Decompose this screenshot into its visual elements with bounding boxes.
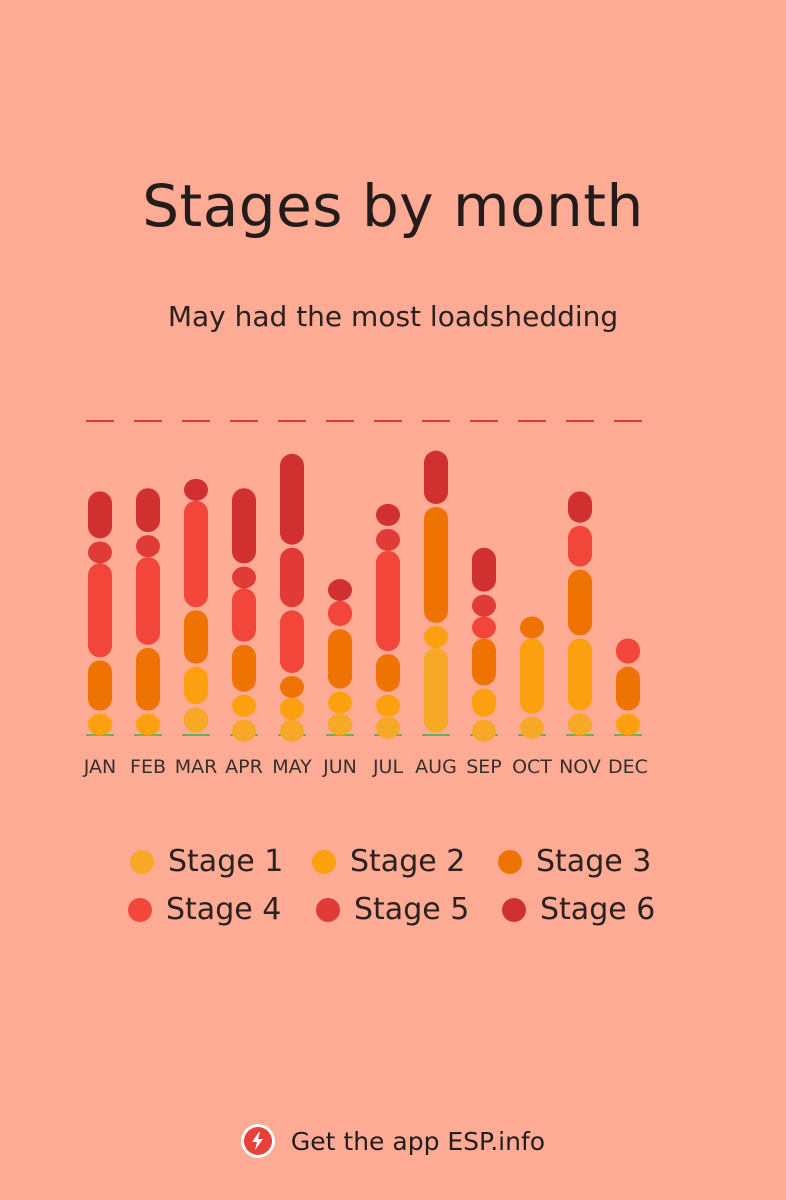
bar-jul-stage-4 (376, 550, 400, 652)
legend-dot-icon (498, 849, 522, 874)
bar-may-stage-6 (280, 453, 304, 545)
bar-nov-stage-4 (568, 525, 592, 567)
bar-feb-stage-6 (136, 488, 160, 533)
month-label-aug: AUG (415, 756, 457, 778)
bar-jun-stage-6 (328, 579, 352, 601)
bar-mar-stage-2 (184, 666, 208, 705)
legend-dot-icon (312, 849, 336, 874)
legend-label: Stage 5 (354, 892, 470, 927)
month-label-jun: JUN (322, 756, 357, 778)
bar-nov-stage-2 (568, 638, 592, 711)
bar-jan-stage-3 (88, 660, 112, 711)
legend-label: Stage 1 (168, 844, 284, 879)
bar-jul-stage-2 (376, 694, 400, 717)
bar-jun-stage-3 (328, 629, 352, 689)
bar-oct-stage-2 (520, 638, 544, 714)
bar-apr-stage-3 (232, 644, 256, 692)
bar-dec-stage-3 (616, 666, 640, 711)
legend-dot-icon (130, 849, 154, 874)
bar-jul-stage-6 (376, 503, 400, 526)
bar-may-stage-3 (280, 676, 304, 699)
bar-sep-stage-5 (472, 594, 496, 617)
legend-dot-icon (502, 897, 526, 922)
bar-sep-stage-1 (472, 719, 496, 742)
bar-apr-stage-4 (232, 588, 256, 642)
month-label-feb: FEB (130, 756, 166, 778)
bar-feb-stage-2 (136, 713, 160, 736)
bar-aug-stage-6 (424, 450, 448, 505)
bar-sep-stage-4 (472, 616, 496, 639)
legend-dot-icon (316, 897, 340, 922)
bar-jul-stage-3 (376, 654, 400, 692)
bar-nov-stage-1 (568, 713, 592, 736)
legend-item-stage-2: Stage 2 (312, 844, 465, 879)
bar-sep-stage-6 (472, 547, 496, 592)
bar-jul-stage-5 (376, 528, 400, 551)
bar-apr-stage-5 (232, 566, 256, 589)
bar-feb-stage-3 (136, 647, 160, 711)
month-label-sep: SEP (466, 756, 502, 778)
bar-jul-stage-1 (376, 716, 400, 739)
bar-jun-stage-2 (328, 691, 352, 714)
bar-jan-stage-6 (88, 491, 112, 539)
bar-jun-stage-1 (328, 713, 352, 736)
month-label-jul: JUL (372, 756, 404, 778)
bar-may-stage-5 (280, 547, 304, 608)
bar-aug-stage-1 (424, 647, 448, 733)
month-label-dec: DEC (608, 756, 648, 778)
legend-dot-icon (128, 897, 152, 922)
bar-mar-stage-3 (184, 610, 208, 664)
bar-dec-stage-4 (616, 638, 640, 664)
month-label-jan: JAN (83, 756, 116, 778)
legend-label: Stage 3 (536, 844, 652, 879)
bar-feb-stage-4 (136, 557, 160, 645)
legend-item-stage-5: Stage 5 (316, 892, 469, 927)
bar-jan-stage-2 (88, 713, 112, 736)
legend-item-stage-4: Stage 4 (128, 892, 281, 927)
bar-oct-stage-1 (520, 716, 544, 739)
legend-item-stage-6: Stage 6 (502, 892, 655, 927)
bar-may-stage-2 (280, 697, 304, 720)
bar-mar-stage-6 (184, 478, 208, 501)
footer-text[interactable]: Get the app ESP.info (290, 1126, 546, 1156)
bar-mar-stage-1 (184, 707, 208, 733)
bar-jun-stage-4 (328, 600, 352, 627)
month-label-may: MAY (272, 756, 312, 778)
bar-sep-stage-2 (472, 688, 496, 717)
legend-item-stage-3: Stage 3 (498, 844, 651, 879)
bar-may-stage-1 (280, 719, 304, 742)
legend-label: Stage 6 (540, 892, 656, 927)
bar-jan-stage-5 (88, 541, 112, 564)
bar-aug-stage-2 (424, 625, 448, 648)
bar-may-stage-4 (280, 610, 304, 674)
month-label-nov: NOV (559, 756, 601, 778)
bar-feb-stage-5 (136, 535, 160, 558)
bar-sep-stage-3 (472, 638, 496, 686)
legend-item-stage-1: Stage 1 (130, 844, 283, 879)
bar-apr-stage-6 (232, 488, 256, 564)
legend-label: Stage 2 (350, 844, 466, 879)
month-label-mar: MAR (175, 756, 218, 778)
bar-jan-stage-4 (88, 563, 112, 658)
bar-oct-stage-3 (520, 616, 544, 639)
bar-apr-stage-2 (232, 694, 256, 717)
month-label-apr: APR (225, 756, 263, 778)
legend-label: Stage 4 (166, 892, 282, 927)
bar-nov-stage-3 (568, 569, 592, 636)
bar-apr-stage-1 (232, 719, 256, 742)
bar-aug-stage-3 (424, 507, 448, 623)
month-label-oct: OCT (512, 756, 552, 778)
bar-mar-stage-4 (184, 500, 208, 608)
page-title: Stages by month (142, 172, 644, 240)
lightning-bolt-icon (240, 1124, 275, 1158)
bar-dec-stage-2 (616, 713, 640, 736)
stages-chart: JAN FEB MAR APR MAY JUN JUL AUG SEP OCT NOV DEC (83, 420, 648, 778)
bar-nov-stage-6 (568, 491, 592, 523)
footer-app-link[interactable]: Get the app ESP.info (0, 1124, 786, 1158)
page-subtitle: May had the most loadshedding (167, 300, 619, 333)
